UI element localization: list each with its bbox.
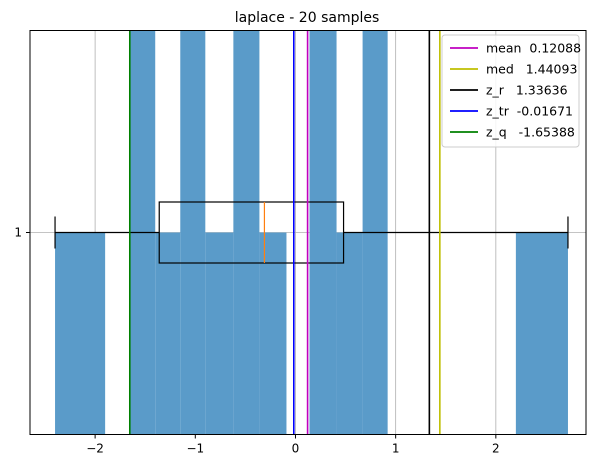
histogram-bar (205, 232, 234, 435)
histogram-bar (259, 232, 287, 435)
legend-label: z_r 1.33636 (486, 83, 568, 98)
histogram-bar (233, 30, 260, 435)
legend: mean 0.12088 med 1.44093 z_r 1.33636 z_tr -… (441, 34, 581, 148)
legend-label: z_tr -0.01671 (486, 104, 573, 119)
x-tick-label: 0 (292, 442, 300, 456)
y-axis: 1 (14, 226, 30, 240)
legend-label: med 1.44093 (486, 62, 577, 77)
boxplot-box (158, 201, 345, 264)
x-tick-label: 2 (492, 442, 500, 456)
histogram-bar (180, 30, 206, 435)
boxplot (54, 201, 569, 264)
histogram-bar (309, 30, 337, 435)
chart-title: laplace - 20 samples (235, 10, 380, 26)
x-tick-label: −2 (86, 442, 104, 456)
y-tick-label: 1 (14, 226, 22, 240)
histogram-bar (55, 232, 106, 435)
legend-label: mean 0.12088 (486, 41, 581, 56)
x-tick-label: −1 (186, 442, 204, 456)
legend-box (441, 34, 580, 148)
legend-label: z_q -1.65388 (486, 125, 575, 140)
histogram-bar (515, 232, 568, 435)
histogram-bar (336, 232, 363, 435)
statistic-lines (128, 30, 441, 435)
histogram-bar (155, 232, 181, 435)
x-tick-label: 1 (392, 442, 400, 456)
x-axis: −2 −1 0 1 2 (86, 434, 500, 456)
